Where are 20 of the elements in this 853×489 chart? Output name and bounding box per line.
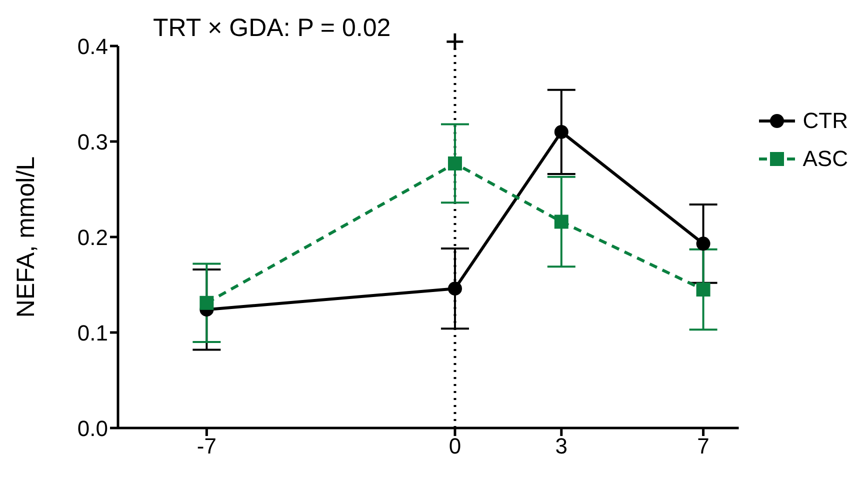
- y-tick-label: 0.1: [77, 320, 108, 346]
- x-tick-label: 7: [697, 434, 710, 459]
- y-tick-label: 0.0: [77, 416, 108, 441]
- point: [554, 214, 568, 229]
- point: [200, 296, 214, 310]
- y-tick-label: 0.3: [77, 129, 108, 154]
- point: [696, 282, 710, 297]
- legend-label: CTR: [802, 108, 848, 134]
- point: [448, 282, 462, 296]
- x-tick-label: -7: [196, 434, 216, 459]
- y-tick-label: 0.2: [77, 224, 108, 250]
- legend-label: ASC: [802, 146, 848, 172]
- point: [554, 124, 568, 139]
- x-tick-label: 3: [555, 434, 568, 459]
- point: [696, 236, 710, 251]
- y-tick-label: 0.4: [77, 34, 108, 59]
- chart-title: TRT × GDA: P = 0.02: [153, 14, 391, 43]
- point: [448, 156, 462, 170]
- x-tick-label: 0: [448, 434, 462, 459]
- y-axis-title: NEFA, mmol/L: [12, 156, 40, 318]
